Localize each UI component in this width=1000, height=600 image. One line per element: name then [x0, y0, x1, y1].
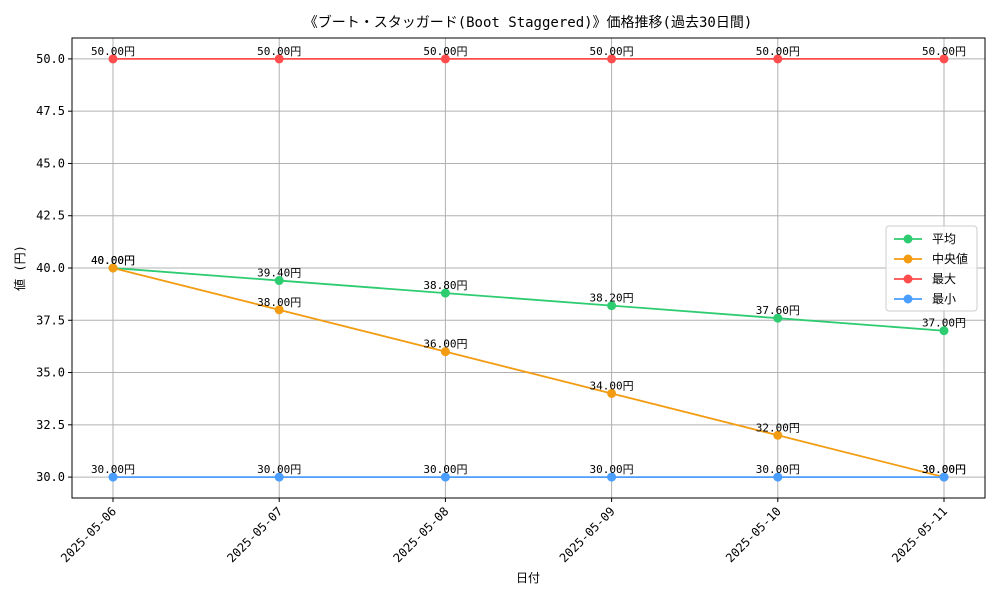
- x-tick-label: 2025-05-09: [557, 504, 618, 565]
- data-point: [274, 305, 284, 315]
- data-label: 30.00円: [590, 463, 634, 476]
- data-label: 37.60円: [756, 304, 800, 317]
- data-point: [440, 54, 450, 64]
- legend-label: 最大: [932, 272, 956, 286]
- plot-frame: [71, 37, 986, 499]
- series-line: [112, 267, 945, 478]
- data-point: [773, 313, 783, 323]
- data-label: 38.20円: [590, 292, 634, 305]
- x-tick-label: 2025-05-07: [224, 504, 285, 565]
- y-tick-label: 42.5: [36, 209, 65, 223]
- data-point: [607, 388, 617, 398]
- y-tick-label: 30.0: [36, 470, 65, 484]
- x-axis-ticks: 2025-05-06 2025-05-07 2025-05-08 2025-05-09…: [58, 498, 950, 565]
- data-label: 50.00円: [590, 45, 634, 58]
- data-point: [440, 288, 450, 298]
- data-point: [108, 263, 118, 273]
- data-point: [773, 430, 783, 440]
- legend-marker: [903, 234, 913, 244]
- data-label: 50.00円: [922, 45, 966, 58]
- x-tick-label: 2025-05-11: [889, 504, 950, 565]
- data-label: 38.00円: [257, 296, 301, 309]
- data-point: [607, 54, 617, 64]
- data-label: 50.00円: [423, 45, 467, 58]
- data-point: [607, 301, 617, 311]
- x-tick-label: 2025-05-10: [723, 504, 784, 565]
- data-label: 37.00円: [922, 317, 966, 330]
- y-axis-label: 値 (円): [12, 245, 27, 291]
- legend-marker: [903, 254, 913, 264]
- data-label: 32.00円: [756, 421, 800, 434]
- data-label: 36.00円: [423, 338, 467, 351]
- data-point: [274, 276, 284, 286]
- data-label: 30.00円: [922, 463, 966, 476]
- data-point: [274, 472, 284, 482]
- y-tick-label: 45.0: [36, 156, 65, 170]
- y-tick-label: 32.5: [36, 418, 65, 432]
- data-point: [773, 472, 783, 482]
- x-tick-label: 2025-05-06: [58, 504, 119, 565]
- data-label: 30.00円: [756, 463, 800, 476]
- data-label: 50.00円: [756, 45, 800, 58]
- data-point: [274, 54, 284, 64]
- grid: [72, 38, 985, 498]
- data-point: [607, 472, 617, 482]
- data-label: 34.00円: [590, 379, 634, 392]
- x-tick-label: 2025-05-08: [391, 504, 452, 565]
- y-tick-label: 40.0: [36, 261, 65, 275]
- legend-label: 中央値: [932, 251, 968, 266]
- y-tick-label: 50.0: [36, 52, 65, 66]
- y-tick-label: 47.5: [36, 104, 65, 118]
- data-label: 30.00円: [257, 463, 301, 476]
- data-point: [939, 54, 949, 64]
- data-point: [440, 472, 450, 482]
- data-point: [939, 472, 949, 482]
- legend-label: 平均: [932, 232, 956, 246]
- data-label: 30.00円: [922, 463, 966, 476]
- y-axis-ticks: 30.0 32.5 35.0 37.5 40.0 42.5 45.0 47.5 50.0: [36, 52, 72, 484]
- y-tick-label: 37.5: [36, 313, 65, 327]
- data-label: 50.00円: [257, 45, 301, 58]
- data-label: 30.00円: [423, 463, 467, 476]
- data-label: 38.80円: [423, 279, 467, 292]
- legend-marker: [903, 294, 913, 304]
- data-label: 30.00円: [91, 463, 135, 476]
- data-labels: 40.00円39.40円38.80円38.20円37.60円37.00円40.0…: [91, 45, 966, 476]
- data-label: 39.40円: [257, 267, 301, 280]
- legend-marker: [903, 274, 913, 284]
- data-point: [108, 472, 118, 482]
- series-line: [112, 267, 945, 332]
- data-label: 50.00円: [91, 45, 135, 58]
- data-label: 40.00円: [91, 254, 135, 267]
- legend-label: 最小: [932, 292, 956, 306]
- data-label: 40.00円: [91, 254, 135, 267]
- data-point: [773, 54, 783, 64]
- x-axis-label: 日付: [516, 571, 540, 585]
- data-point: [440, 347, 450, 357]
- y-tick-label: 35.0: [36, 366, 65, 380]
- series-layer: [108, 54, 949, 482]
- legend-box: [885, 225, 978, 312]
- chart-title: 《ブート・スタッガード(Boot Staggered)》価格推移(過去30日間): [304, 14, 753, 31]
- data-point: [939, 326, 949, 336]
- data-point: [108, 54, 118, 64]
